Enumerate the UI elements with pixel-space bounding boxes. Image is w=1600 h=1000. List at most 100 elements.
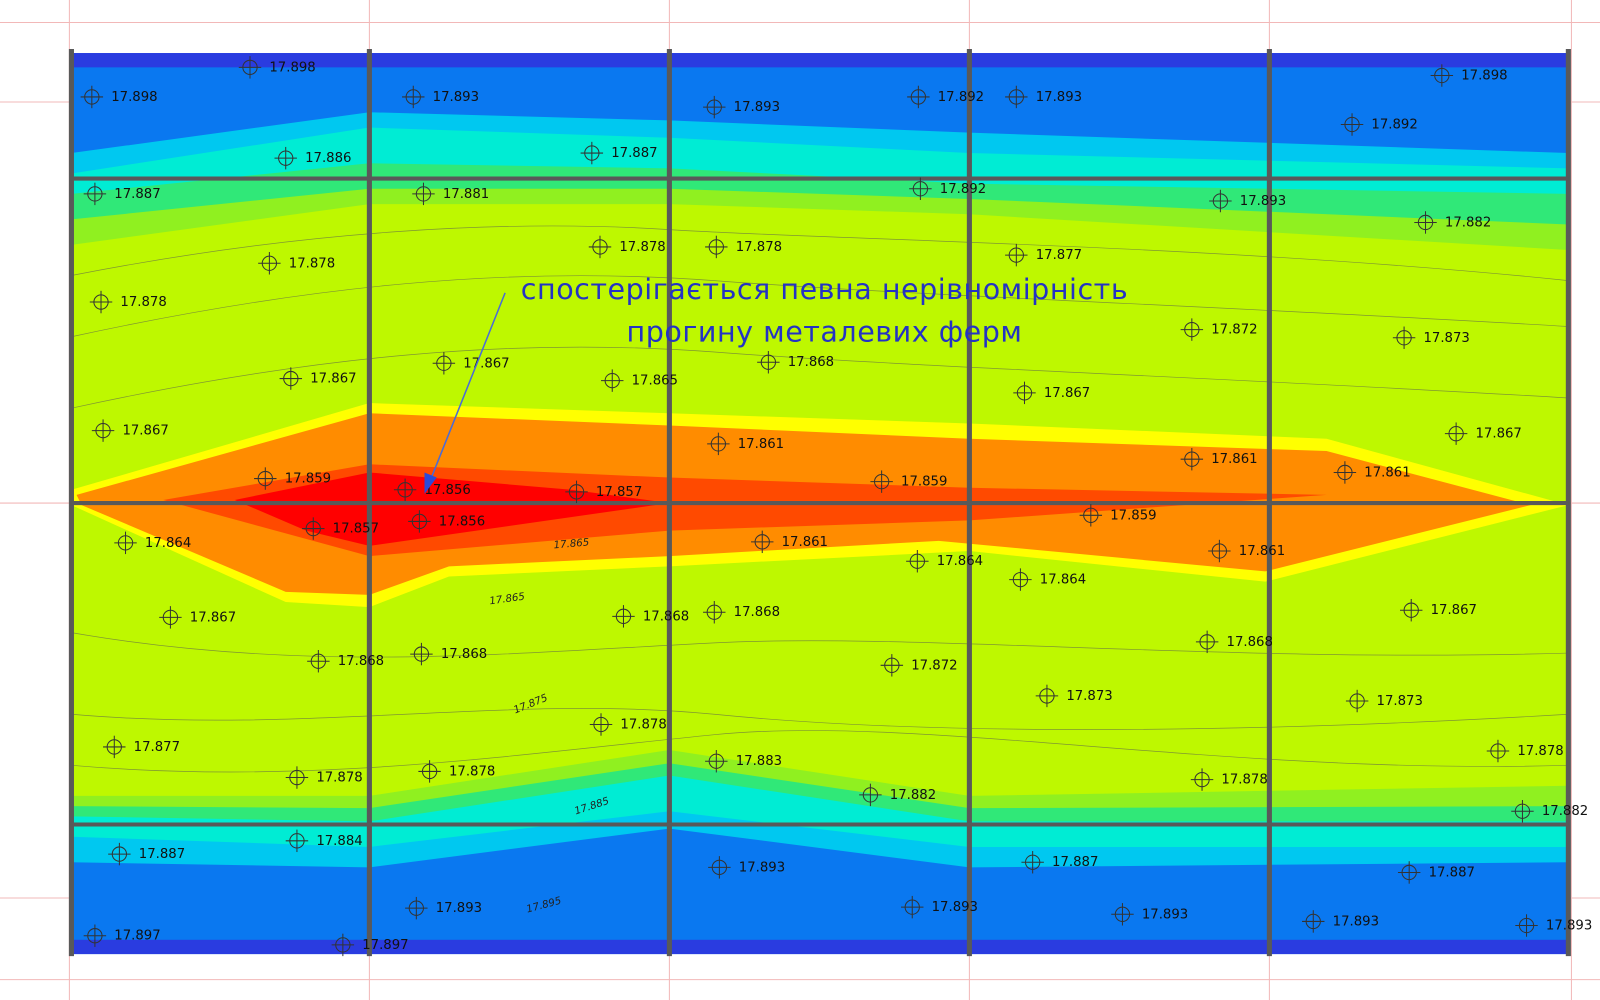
point-label: 17.882 xyxy=(1542,804,1588,819)
point-label: 17.873 xyxy=(1423,331,1469,346)
point-label: 17.878 xyxy=(1517,744,1563,759)
point-label: 17.857 xyxy=(333,522,379,537)
survey-point: 17.884 xyxy=(285,829,363,853)
point-label: 17.867 xyxy=(1431,603,1477,618)
survey-point: 17.856 xyxy=(393,478,471,502)
point-label: 17.872 xyxy=(911,658,957,673)
survey-point: 17.864 xyxy=(1009,568,1086,591)
survey-point: 17.867 xyxy=(432,352,510,375)
survey-point: 17.887 xyxy=(1021,851,1098,874)
point-label: 17.898 xyxy=(111,90,157,105)
point-label: 17.867 xyxy=(310,372,356,387)
point-label: 17.887 xyxy=(1429,865,1475,880)
survey-point: 17.887 xyxy=(83,182,161,206)
truss-grid xyxy=(68,48,1571,957)
point-label: 17.867 xyxy=(122,424,168,439)
survey-point: 17.878 xyxy=(285,766,363,789)
survey-point: 17.861 xyxy=(1208,539,1285,563)
survey-point: 17.893 xyxy=(703,95,780,119)
point-label: 17.883 xyxy=(736,754,782,769)
survey-point: 17.886 xyxy=(274,146,351,170)
point-label: 17.897 xyxy=(362,938,408,953)
survey-point: 17.859 xyxy=(870,470,947,493)
survey-point: 17.878 xyxy=(1486,739,1564,763)
point-label: 17.893 xyxy=(1036,90,1082,105)
point-label: 17.868 xyxy=(1227,635,1273,650)
point-label: 17.893 xyxy=(1240,194,1286,209)
point-label: 17.892 xyxy=(1371,117,1417,132)
point-label: 17.873 xyxy=(1066,689,1112,704)
survey-point: 17.867 xyxy=(159,606,236,629)
point-label: 17.893 xyxy=(1142,907,1188,922)
annotation-line: прогину металевих ферм xyxy=(627,315,1023,349)
point-label: 17.882 xyxy=(890,788,936,803)
survey-point: 17.867 xyxy=(1013,381,1090,405)
point-label: 17.868 xyxy=(788,355,834,370)
point-label: 17.864 xyxy=(145,536,191,551)
survey-point: 17.873 xyxy=(1345,689,1423,713)
point-label: 17.893 xyxy=(1546,919,1592,934)
survey-point: 17.878 xyxy=(589,713,667,736)
survey-point: 17.878 xyxy=(1190,768,1268,791)
survey-point: 17.861 xyxy=(751,530,828,554)
survey-point: 17.893 xyxy=(1005,85,1082,109)
point-label: 17.861 xyxy=(1211,452,1257,467)
survey-point: 17.864 xyxy=(906,550,983,573)
survey-point: 17.861 xyxy=(707,432,784,456)
survey-point: 17.857 xyxy=(302,517,379,540)
point-label: 17.884 xyxy=(316,834,362,849)
point-label: 17.892 xyxy=(940,182,986,197)
point-label: 17.856 xyxy=(439,514,485,529)
point-label: 17.861 xyxy=(1239,544,1285,559)
survey-point: 17.893 xyxy=(1111,903,1188,926)
point-label: 17.893 xyxy=(739,860,785,875)
point-label: 17.893 xyxy=(436,901,482,916)
survey-point: 17.868 xyxy=(757,351,834,374)
point-label: 17.887 xyxy=(1052,855,1098,870)
survey-point: 17.887 xyxy=(580,141,658,165)
contour-label: 17.865 xyxy=(553,537,589,551)
point-label: 17.873 xyxy=(1377,694,1423,709)
point-label: 17.867 xyxy=(1044,386,1090,401)
point-label: 17.878 xyxy=(316,771,362,786)
survey-point: 17.878 xyxy=(588,235,666,259)
point-label: 17.878 xyxy=(620,717,666,732)
survey-point: 17.898 xyxy=(238,56,316,79)
survey-point: 17.892 xyxy=(909,177,986,200)
point-label: 17.898 xyxy=(1461,69,1507,84)
survey-point: 17.893 xyxy=(405,896,482,920)
survey-point: 17.872 xyxy=(880,654,958,677)
survey-point: 17.865 xyxy=(601,369,678,392)
survey-point: 17.893 xyxy=(708,856,785,879)
point-label: 17.861 xyxy=(1364,465,1410,480)
point-label: 17.893 xyxy=(433,90,479,105)
survey-point: 17.892 xyxy=(1340,113,1418,136)
survey-point: 17.872 xyxy=(1180,318,1258,341)
survey-point: 17.868 xyxy=(307,650,384,673)
point-label: 17.887 xyxy=(611,146,657,161)
survey-point: 17.878 xyxy=(89,290,167,314)
survey-point: 17.892 xyxy=(907,85,984,109)
point-label: 17.859 xyxy=(285,472,331,487)
point-label: 17.864 xyxy=(1040,573,1086,588)
survey-point: 17.878 xyxy=(258,252,335,275)
point-label: 17.867 xyxy=(190,610,236,625)
survey-point: 17.873 xyxy=(1392,326,1470,349)
annotation-arrow xyxy=(424,292,506,494)
contour-label: 17.865 xyxy=(489,592,526,608)
survey-point: 17.878 xyxy=(705,235,782,259)
survey-point: 17.868 xyxy=(1195,630,1273,654)
point-label: 17.893 xyxy=(932,900,978,915)
survey-point: 17.898 xyxy=(1430,64,1508,87)
survey-point: 17.893 xyxy=(402,85,479,109)
point-label: 17.861 xyxy=(782,535,828,550)
point-label: 17.856 xyxy=(424,483,470,498)
point-label: 17.868 xyxy=(643,609,689,624)
survey-point: 17.856 xyxy=(408,510,485,533)
survey-point: 17.897 xyxy=(331,933,409,957)
survey-point: 17.861 xyxy=(1333,461,1411,484)
survey-point: 17.882 xyxy=(1511,800,1588,823)
point-label: 17.886 xyxy=(305,151,351,166)
point-label: 17.857 xyxy=(596,485,642,500)
